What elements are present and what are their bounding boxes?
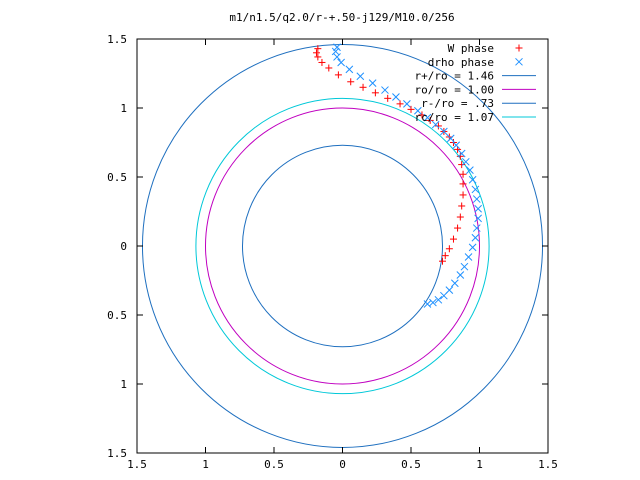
drho-phase-point [472, 195, 481, 203]
data-points [312, 43, 482, 308]
legend-label: ro/ro = 1.00 [415, 83, 494, 96]
w-phase-point [407, 105, 415, 113]
drho-phase-point [413, 106, 422, 115]
w-phase-point [458, 202, 466, 210]
drho-phase-point [452, 141, 461, 150]
drho-phase-point [468, 243, 477, 252]
w-phase-point [318, 58, 326, 66]
w-phase-point [314, 53, 322, 61]
drho-phase-point [356, 72, 365, 81]
y-tick-label: 1.5 [107, 33, 127, 46]
x-tick-label: 0.5 [401, 458, 421, 471]
circle-rc [195, 97, 490, 395]
drho-phase-point [457, 149, 466, 158]
drho-phase-point [466, 166, 474, 174]
chart-title: m1/n1.5/q2.0/r-+.50-j129/M10.0/256 [229, 11, 454, 24]
w-phase-point [434, 122, 442, 130]
legend-label: r-/ro = .73 [421, 97, 494, 110]
w-phase-point [359, 83, 367, 91]
drho-phase-point [331, 47, 340, 56]
drho-phase-point [471, 233, 480, 242]
circle-r [241, 144, 444, 348]
w-phase-point [334, 71, 342, 79]
drho-phase-point [440, 127, 448, 136]
w-phase-point [312, 49, 320, 57]
drho-phase-point [403, 100, 411, 108]
w-phase-point [454, 224, 462, 232]
w-phase-point [458, 161, 466, 169]
drho-phase-point [381, 86, 389, 94]
y-tick-label: 0.5 [107, 171, 127, 184]
drho-phase-point [445, 286, 454, 295]
drho-phase-point [333, 53, 341, 61]
y-tick-label: 1 [120, 378, 127, 391]
legend-marker-sample [515, 44, 523, 52]
w-phase-point [371, 89, 379, 97]
drho-phase-point [333, 43, 341, 52]
drho-phase-point [423, 113, 432, 122]
axis-ticks: 1.5 1 0.5 0 0.5 1 1.51.510.500.511.5 [107, 33, 558, 471]
drho-phase-point [474, 214, 482, 223]
w-phase-point [396, 100, 404, 108]
w-phase-point [384, 94, 392, 102]
x-tick-label: 1 [202, 458, 209, 471]
drho-phase-point [423, 300, 432, 308]
w-phase-point [449, 235, 457, 243]
drho-phase-point [464, 253, 473, 261]
legend-label: rc/ro = 1.07 [415, 111, 494, 124]
x-tick-label: 0 [339, 458, 346, 471]
circle-ro [205, 107, 480, 385]
y-tick-label: 0.5 [107, 309, 127, 322]
w-phase-point [441, 252, 449, 260]
drho-phase-point [446, 134, 455, 143]
w-phase-point [325, 64, 333, 72]
y-tick-label: 1.5 [107, 447, 127, 460]
drho-phase-point [368, 79, 377, 88]
y-tick-label: 0 [120, 240, 127, 253]
drho-phase-point [471, 185, 480, 194]
w-phase-point [445, 245, 453, 253]
drho-phase-point [450, 279, 459, 288]
w-phase-point [439, 257, 447, 265]
drho-phase-point [431, 120, 440, 129]
legend-label: drho phase [428, 56, 494, 69]
legend-label: r+/ro = 1.46 [415, 70, 494, 83]
legend-label: W phase [448, 42, 494, 55]
x-tick-label: 0.5 [264, 458, 284, 471]
drho-phase-point [461, 157, 470, 166]
drho-phase-point [474, 204, 482, 213]
w-phase-point [456, 213, 464, 221]
w-phase-point [347, 78, 355, 86]
legend-marker-sample [515, 57, 523, 66]
x-tick-label: 1.5 [127, 458, 147, 471]
w-phase-point [314, 45, 322, 53]
y-tick-label: 1 [120, 102, 127, 115]
drho-phase-point [456, 271, 465, 279]
drho-phase-point [468, 175, 477, 184]
drho-phase-point [392, 93, 400, 101]
x-tick-label: 1.5 [538, 458, 558, 471]
drho-phase-point [472, 224, 481, 232]
drho-phase-point [337, 58, 345, 67]
drho-phase-point [434, 295, 443, 304]
w-phase-point [459, 191, 467, 199]
drho-phase-point [460, 262, 469, 271]
drho-phase-point [429, 298, 437, 307]
drho-phase-point [345, 65, 354, 74]
w-phase-point [459, 180, 467, 188]
w-phase-point [456, 152, 464, 160]
x-tick-label: 1 [476, 458, 483, 471]
w-phase-point [459, 170, 467, 178]
